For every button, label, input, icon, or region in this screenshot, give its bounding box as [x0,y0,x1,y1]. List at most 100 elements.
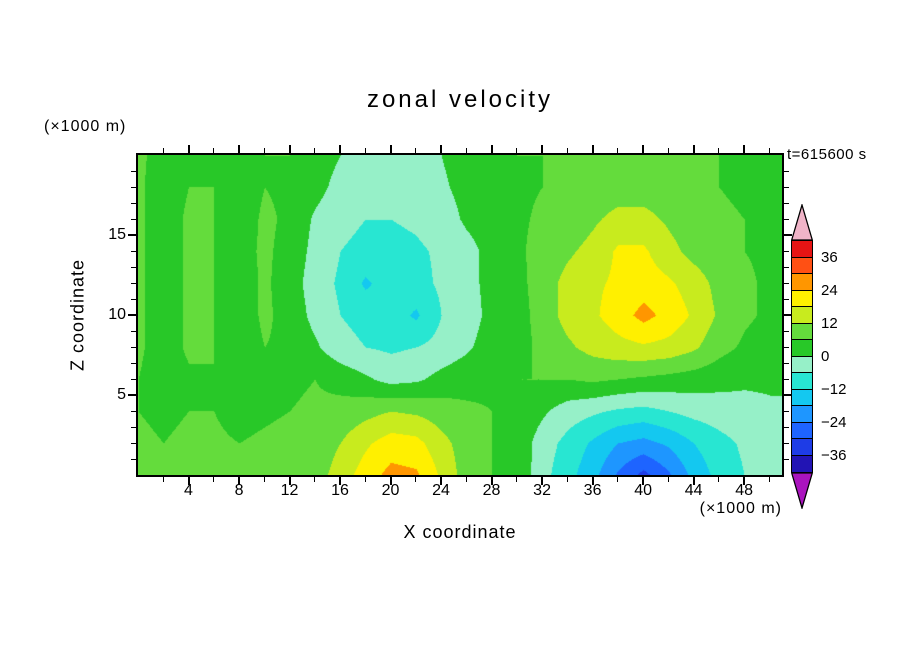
x-minor-tick-top [415,148,417,153]
colorbar-segment [792,274,812,291]
colorbar-lower-arrow-icon [791,472,813,509]
x-minor-tick [415,477,417,482]
x-major-tick [187,477,190,485]
y-minor-tick [131,330,136,332]
y-minor-tick-right [784,442,789,444]
x-tick-label: 20 [381,482,400,499]
x-minor-tick [314,477,316,482]
y-minor-tick-right [784,202,789,204]
x-axis-title: X coordinate [403,522,517,542]
x-tick-label: 8 [234,482,244,499]
x-minor-tick-top [263,148,265,153]
x-minor-tick [617,477,619,482]
x-major-tick [642,477,645,485]
colorbar-label: 0 [821,347,830,365]
x-major-tick-top [187,145,190,153]
x-tick-label: 16 [331,482,349,499]
x-major-tick [591,477,594,485]
x-minor-tick [364,477,366,482]
colorbar-segment [792,323,812,340]
y-minor-tick-right [784,218,789,220]
x-tick-label: 24 [432,482,450,499]
x-tick-label: 36 [583,482,602,499]
x-minor-tick-top [566,148,568,153]
x-minor-tick-top [314,148,316,153]
y-minor-tick [131,186,136,188]
colorbar-segment [792,307,812,324]
x-tick-label: 40 [634,482,652,499]
x-major-tick-top [389,145,392,153]
x-major-tick-top [288,145,291,153]
x-major-tick-top [642,145,645,153]
y-minor-tick-right [784,346,789,348]
x-tick-label: 48 [735,482,753,499]
x-major-tick-top [490,145,493,153]
x-minor-tick [516,477,518,482]
x-minor-tick-top [718,148,720,153]
x-major-tick-top [692,145,695,153]
contour-plot-canvas [138,155,782,475]
colorbar-segment [792,373,812,390]
x-minor-tick [667,477,669,482]
y-minor-tick-right [784,458,789,460]
y-minor-tick [131,170,136,172]
x-minor-tick [213,477,215,482]
y-minor-tick [131,362,136,364]
x-minor-tick [718,477,720,482]
y-minor-tick-right [784,282,789,284]
colorbar-label: 12 [821,314,838,332]
colorbar-segment [792,290,812,307]
plot-title: zonal velocity [366,86,554,113]
y-major-tick-right [784,314,792,316]
y-major-tick-right [784,394,792,396]
y-minor-tick [131,202,136,204]
x-minor-tick [465,477,467,482]
x-minor-tick-top [364,148,366,153]
x-minor-tick-top [768,148,770,153]
x-major-tick [288,477,291,485]
x-major-tick [490,477,493,485]
y-minor-tick-right [784,170,789,172]
y-minor-tick [131,266,136,268]
y-minor-tick-right [784,362,789,364]
y-minor-tick-right [784,410,789,412]
x-major-tick-top [440,145,443,153]
colorbar-label: 36 [821,248,838,266]
x-tick-label: 4 [184,482,193,499]
y-major-tick [128,394,136,396]
x-minor-tick [566,477,568,482]
x-minor-tick-top [617,148,619,153]
colorbar-segment [792,257,812,274]
y-minor-tick [131,378,136,380]
x-minor-tick [768,477,770,482]
colorbar-segment [792,406,812,423]
x-major-tick [238,477,241,485]
colorbar-segment [792,340,812,357]
y-minor-tick [131,458,136,460]
x-tick-label: 28 [482,482,501,499]
x-major-tick [692,477,695,485]
x-minor-tick-top [667,148,669,153]
y-minor-tick [131,410,136,412]
y-minor-tick [131,346,136,348]
y-minor-tick-right [784,186,789,188]
colorbar-upper-arrow-icon [791,204,813,241]
x-major-tick-top [541,145,544,153]
colorbar-segment [792,241,812,258]
y-minor-tick [131,298,136,300]
colorbar-label: −36 [821,446,847,464]
y-tick-label: 10 [108,306,126,323]
colorbar-segment [792,455,812,472]
y-minor-tick-right [784,378,789,380]
y-major-tick-right [784,234,792,236]
y-major-tick [128,234,136,236]
y-major-tick [128,314,136,316]
x-tick-label: 32 [533,482,551,499]
x-minor-tick-top [213,148,215,153]
x-axis-unit-label: (×1000 m) [699,500,782,517]
y-minor-tick [131,426,136,428]
x-minor-tick [263,477,265,482]
x-minor-tick-top [516,148,518,153]
time-label: t=615600 s [787,146,867,163]
